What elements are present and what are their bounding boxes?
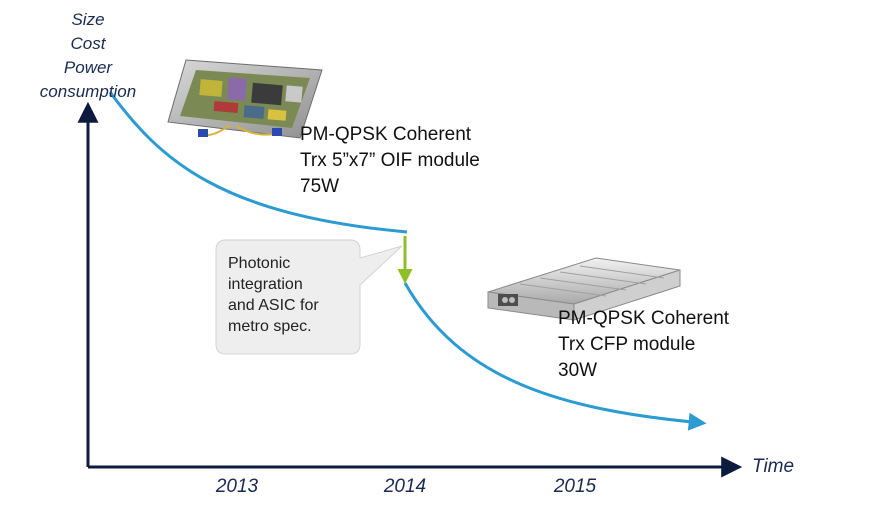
curve-segment-oif <box>108 91 408 234</box>
oif-module-image <box>167 59 323 139</box>
x-axis-title: Time <box>752 456 795 477</box>
oif-module-label-line: 75W <box>300 176 340 197</box>
x-tick-label: 2015 <box>553 476 597 497</box>
x-tick-label: 2013 <box>215 476 259 497</box>
curve-segment-cfp <box>403 282 707 431</box>
y-axis-title-line: Cost <box>70 34 106 53</box>
y-axis-title-line: Size <box>71 10 105 29</box>
callout-line: Photonic <box>228 255 291 272</box>
oif-module-label-line: Trx 5”x7” OIF module <box>300 150 480 171</box>
oif-module-label: PM-QPSK Coherent Trx 5”x7” OIF module 75… <box>300 122 480 200</box>
x-tick-label: 2014 <box>383 476 427 497</box>
callout-box <box>215 239 403 355</box>
cfp-module-label-line: 30W <box>558 360 598 381</box>
oif-module-label-line: PM-QPSK Coherent <box>300 124 472 145</box>
y-axis-title: Size Cost Power consumption <box>28 8 148 104</box>
callout-line: and ASIC for <box>228 297 319 314</box>
callout-line: integration <box>228 276 303 293</box>
callout-text: Photonic integration and ASIC for metro … <box>228 253 319 337</box>
cfp-module-label-line: PM-QPSK Coherent <box>558 308 730 329</box>
y-axis-title-line: Power <box>63 58 113 77</box>
cfp-module-label-line: Trx CFP module <box>558 334 696 355</box>
callout-line: metro spec. <box>228 318 312 335</box>
cfp-module-label: PM-QPSK Coherent Trx CFP module 30W <box>558 306 729 384</box>
y-axis-title-line: consumption <box>39 82 137 101</box>
cfp-module-image <box>487 257 681 321</box>
